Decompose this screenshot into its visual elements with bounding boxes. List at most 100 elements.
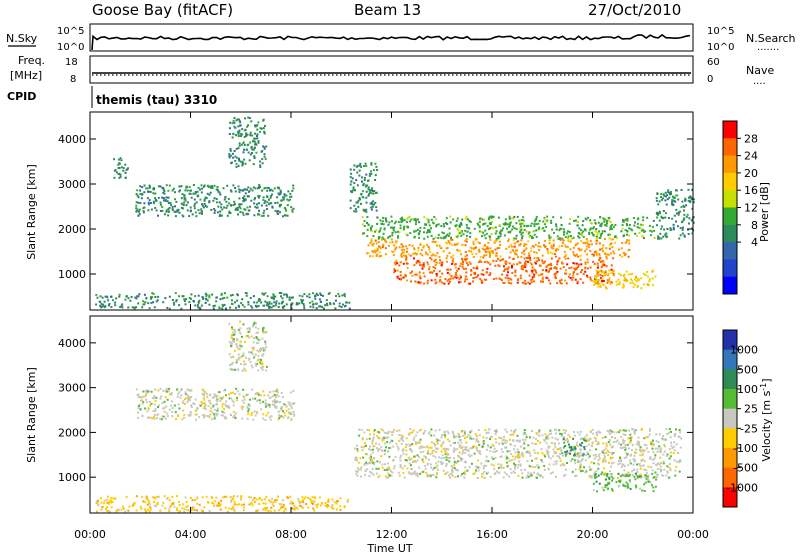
echo-cell bbox=[124, 163, 127, 166]
echo-cell bbox=[647, 450, 650, 453]
echo-cell bbox=[636, 226, 639, 229]
echo-cell bbox=[428, 458, 431, 461]
echo-cell bbox=[402, 449, 405, 452]
echo-cell bbox=[388, 468, 391, 471]
echo-cell bbox=[290, 406, 293, 409]
echo-cell bbox=[447, 268, 450, 271]
echo-cell bbox=[250, 199, 253, 202]
echo-cell bbox=[605, 255, 608, 258]
echo-cell bbox=[506, 440, 509, 443]
echo-cell bbox=[597, 232, 600, 235]
power-echo-region bbox=[135, 184, 295, 218]
echo-cell bbox=[233, 503, 236, 506]
echo-cell bbox=[401, 246, 404, 249]
echo-cell bbox=[430, 441, 433, 444]
echo-cell bbox=[314, 297, 317, 300]
echo-cell bbox=[601, 230, 604, 233]
echo-cell bbox=[209, 409, 212, 412]
echo-cell bbox=[249, 131, 252, 134]
echo-cell bbox=[167, 189, 170, 192]
echo-cell bbox=[156, 414, 159, 417]
echo-cell bbox=[436, 439, 439, 442]
echo-cell bbox=[168, 307, 171, 310]
echo-cell bbox=[638, 463, 641, 466]
echo-cell bbox=[149, 404, 152, 407]
echo-cell bbox=[239, 356, 242, 359]
echo-cell bbox=[577, 264, 580, 267]
echo-cell bbox=[154, 388, 156, 391]
echo-cell bbox=[488, 251, 491, 254]
echo-cell bbox=[171, 411, 174, 413]
echo-cell bbox=[174, 191, 176, 194]
echo-cell bbox=[252, 499, 255, 501]
echo-cell bbox=[542, 276, 544, 279]
echo-cell bbox=[426, 446, 429, 449]
echo-cell bbox=[622, 484, 625, 487]
echo-cell bbox=[465, 240, 468, 243]
echo-cell bbox=[516, 466, 519, 469]
echo-cell bbox=[460, 276, 462, 279]
echo-cell bbox=[525, 436, 528, 439]
echo-cell bbox=[547, 252, 549, 255]
echo-cell bbox=[241, 369, 244, 372]
echo-cell bbox=[212, 307, 215, 310]
echo-cell bbox=[611, 456, 614, 459]
echo-cell bbox=[194, 190, 197, 193]
echo-cell bbox=[447, 448, 450, 451]
echo-cell bbox=[448, 280, 451, 283]
echo-cell bbox=[113, 176, 116, 179]
echo-cell bbox=[369, 255, 372, 258]
echo-cell bbox=[533, 257, 536, 260]
echo-cell bbox=[239, 121, 242, 124]
echo-cell bbox=[509, 277, 512, 280]
echo-cell bbox=[402, 251, 405, 254]
echo-cell bbox=[398, 429, 401, 432]
echo-cell bbox=[554, 446, 557, 449]
echo-cell bbox=[225, 394, 228, 397]
echo-cell bbox=[593, 436, 596, 439]
echo-cell bbox=[587, 456, 590, 459]
echo-cell bbox=[401, 220, 404, 222]
echo-cell bbox=[370, 238, 373, 241]
echo-cell bbox=[423, 465, 426, 467]
echo-cell bbox=[218, 306, 221, 309]
echo-cell bbox=[459, 458, 462, 461]
echo-cell bbox=[517, 240, 520, 243]
echo-cell bbox=[590, 475, 593, 478]
echo-cell bbox=[660, 196, 662, 199]
echo-cell bbox=[253, 356, 255, 359]
echo-cell bbox=[663, 443, 666, 446]
echo-cell bbox=[461, 445, 464, 448]
echo-cell bbox=[483, 278, 486, 281]
echo-cell bbox=[141, 306, 144, 309]
echo-cell bbox=[548, 234, 551, 237]
echo-cell bbox=[491, 251, 494, 254]
echo-cell bbox=[596, 281, 599, 283]
echo-cell bbox=[498, 224, 501, 226]
echo-cell bbox=[306, 295, 309, 298]
echo-cell bbox=[185, 204, 188, 207]
echo-cell bbox=[487, 460, 490, 463]
echo-cell bbox=[373, 463, 376, 466]
echo-cell bbox=[520, 469, 523, 471]
echo-cell bbox=[464, 251, 467, 254]
echo-cell bbox=[580, 459, 583, 462]
echo-cell bbox=[355, 472, 358, 475]
echo-cell bbox=[204, 408, 207, 411]
echo-cell bbox=[234, 203, 237, 206]
echo-cell bbox=[136, 189, 139, 192]
echo-cell bbox=[597, 272, 600, 275]
echo-cell bbox=[506, 227, 508, 230]
echo-cell bbox=[426, 235, 429, 238]
echo-cell bbox=[217, 398, 220, 401]
echo-cell bbox=[120, 159, 123, 162]
echo-cell bbox=[530, 247, 533, 250]
echo-cell bbox=[167, 210, 170, 213]
echo-cell bbox=[527, 240, 530, 243]
echo-cell bbox=[432, 449, 435, 452]
echo-cell bbox=[568, 222, 571, 225]
echo-cell bbox=[625, 240, 628, 243]
echo-cell bbox=[210, 187, 213, 189]
echo-cell bbox=[532, 236, 534, 239]
